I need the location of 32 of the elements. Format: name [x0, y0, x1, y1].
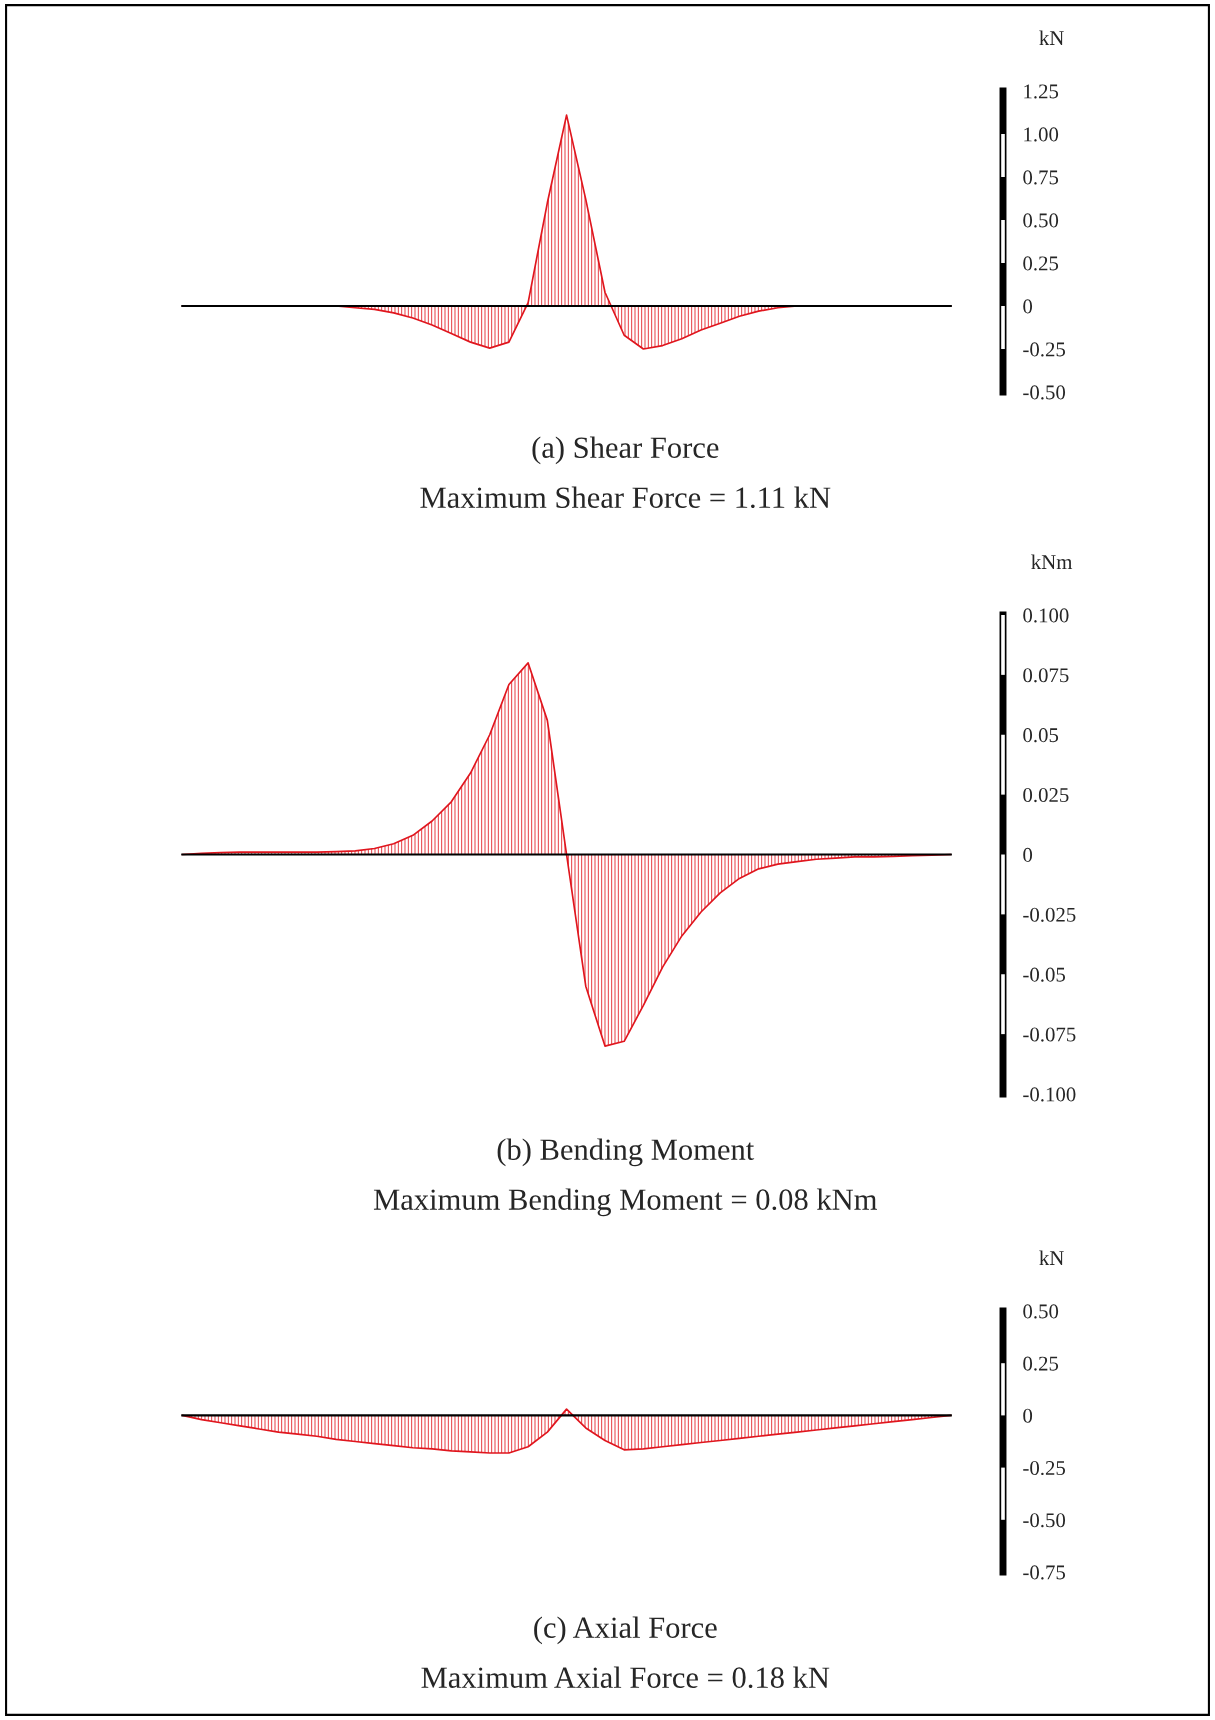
y-tick-label: -0.50: [1023, 385, 1066, 400]
text: Maximum Axial Force = 0.18 kN: [421, 1666, 830, 1689]
text: (a) Shear Force: [532, 436, 719, 465]
y-axis-title: kN: [1039, 1250, 1064, 1265]
y-tick-label: 0.75: [1023, 170, 1059, 185]
y-tick-label: 0: [1023, 847, 1033, 862]
y-tick-label: -0.025: [1023, 907, 1076, 922]
y-tick-label: 0.025: [1023, 788, 1069, 803]
y-tick-label: 0.50: [1023, 1304, 1059, 1319]
y-tick-label: 1.00: [1024, 127, 1059, 142]
y-tick-label: -0.075: [1023, 1027, 1076, 1042]
y-axis-title: kN: [1039, 30, 1064, 45]
y-tick-label: 0.100: [1023, 608, 1069, 623]
y-tick-label: 0.25: [1023, 1356, 1059, 1371]
y-tick-label: 1.25: [1024, 84, 1059, 99]
text: Maximum Shear Force = 1.11 kN: [420, 486, 831, 509]
y-axis-title: kNm: [1031, 554, 1073, 569]
text: Maximum Bending Moment = 0.08 kNm: [373, 1188, 877, 1217]
y-tick-label: -0.50: [1023, 1513, 1066, 1528]
y-tick-label: 0: [1023, 299, 1033, 314]
y-tick-label: -0.100: [1023, 1087, 1076, 1102]
y-tick-label: 0.50: [1023, 213, 1059, 228]
y-tick-label: -0.25: [1023, 1460, 1066, 1476]
y-tick-label: -0.25: [1023, 342, 1066, 357]
y-tick-label: -0.75: [1023, 1565, 1066, 1580]
text: (b) Bending Moment: [497, 1138, 755, 1167]
y-tick-label: 0.075: [1023, 668, 1069, 683]
y-tick-label: 0.05: [1023, 728, 1059, 743]
y-tick-label: 0.25: [1023, 256, 1059, 271]
text: (c) Axial Force: [534, 1616, 717, 1645]
y-tick-label: -0.05: [1023, 967, 1066, 982]
y-tick-label: 0: [1023, 1408, 1033, 1423]
